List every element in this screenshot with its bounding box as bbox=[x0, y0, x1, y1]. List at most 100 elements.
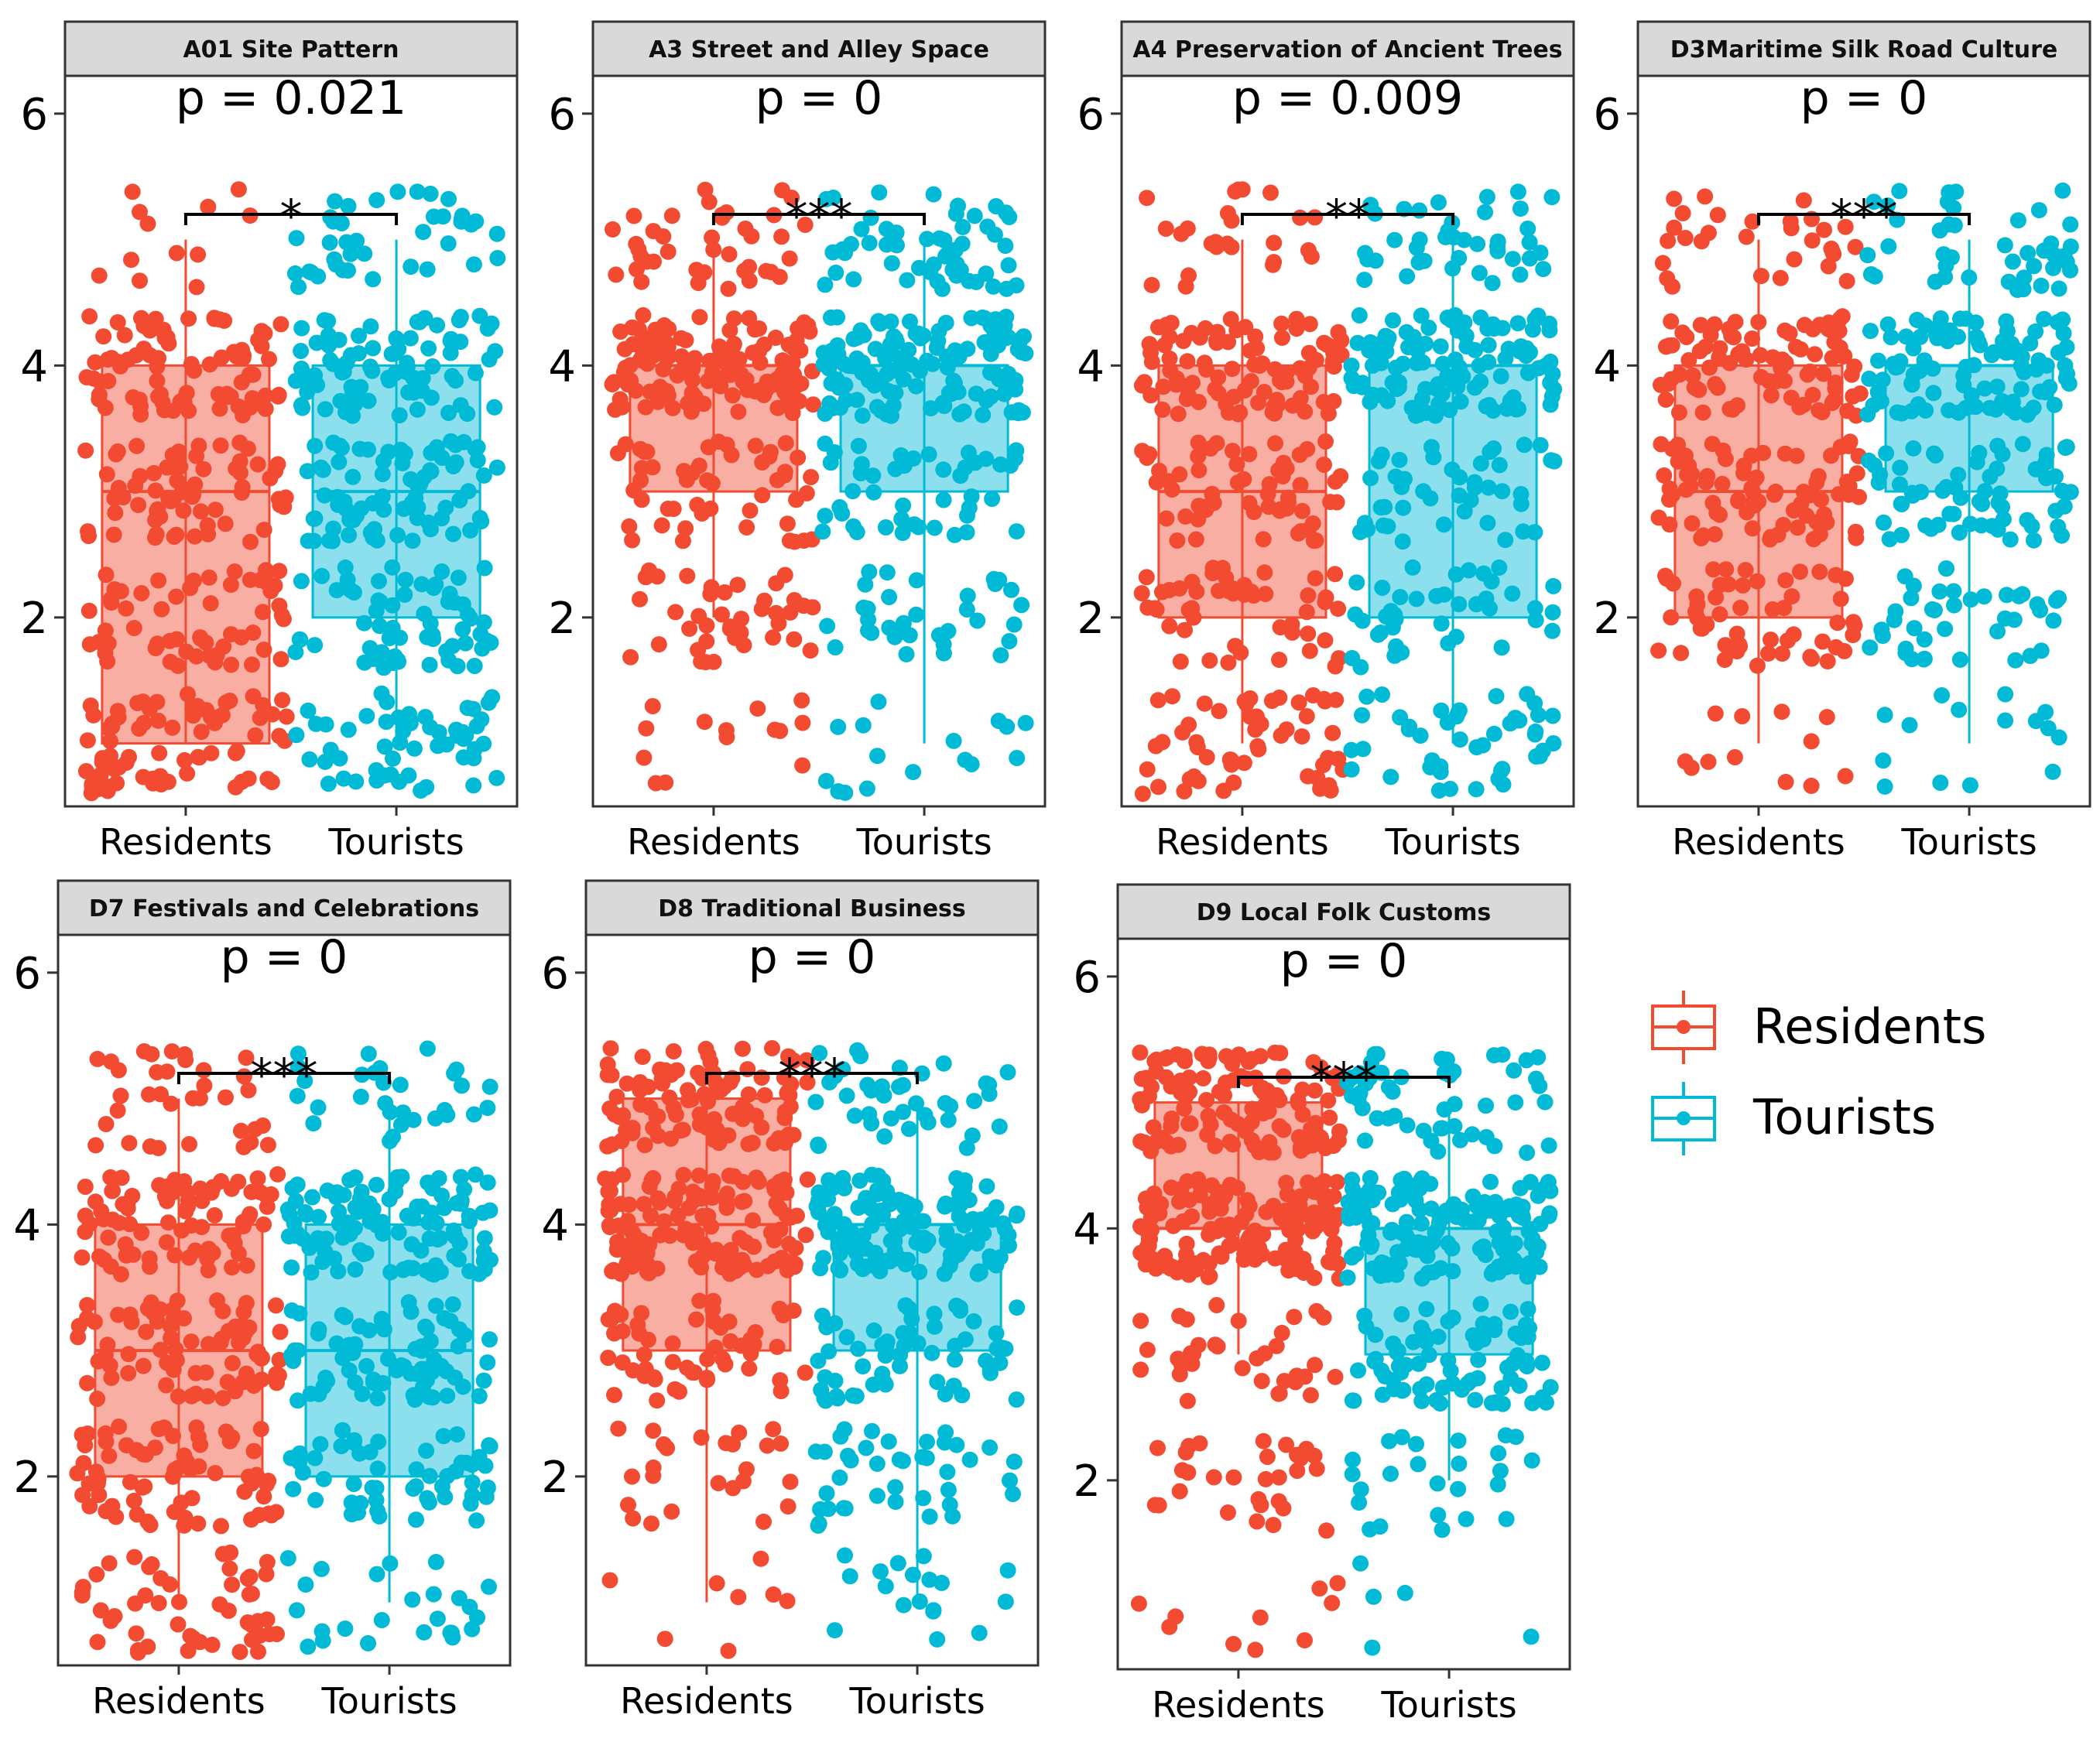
data-point bbox=[1364, 1639, 1381, 1656]
data-point bbox=[610, 1420, 627, 1437]
data-point bbox=[1989, 437, 2006, 454]
data-point bbox=[1666, 219, 1683, 236]
data-point bbox=[656, 1436, 672, 1453]
data-point bbox=[1443, 312, 1460, 329]
data-point bbox=[1295, 1251, 1312, 1268]
data-point bbox=[385, 750, 401, 767]
data-point bbox=[643, 1515, 659, 1532]
data-point bbox=[1343, 761, 1360, 778]
data-point bbox=[1434, 1521, 1451, 1538]
data-point bbox=[622, 649, 639, 666]
data-point bbox=[1468, 739, 1485, 756]
data-point bbox=[850, 437, 867, 454]
data-point bbox=[1497, 1427, 1514, 1444]
data-point bbox=[166, 1247, 183, 1264]
data-point bbox=[1261, 1134, 1278, 1151]
data-point bbox=[360, 392, 377, 409]
p-value-label: p = 0.009 bbox=[1232, 71, 1463, 125]
data-point bbox=[1709, 207, 1726, 224]
data-point bbox=[649, 1392, 666, 1409]
data-point bbox=[348, 392, 365, 409]
data-point bbox=[380, 443, 397, 460]
data-point bbox=[1213, 1217, 1230, 1234]
data-point bbox=[1536, 1093, 1554, 1111]
data-point bbox=[1469, 235, 1486, 252]
data-point bbox=[255, 604, 271, 621]
data-point bbox=[1139, 190, 1156, 207]
data-point bbox=[1488, 688, 1505, 705]
data-point bbox=[129, 695, 146, 711]
data-point bbox=[448, 1426, 465, 1443]
data-point bbox=[1434, 355, 1451, 372]
data-point bbox=[724, 387, 741, 404]
data-point bbox=[1992, 485, 2009, 502]
data-point bbox=[1003, 581, 1019, 598]
legend-label-tourists: Tourists bbox=[1752, 1089, 1936, 1145]
data-point bbox=[415, 224, 432, 241]
points-tourists bbox=[807, 1042, 1026, 1648]
data-point bbox=[1287, 1232, 1304, 1248]
data-point bbox=[211, 400, 228, 417]
data-point bbox=[1197, 320, 1214, 337]
data-point bbox=[299, 463, 316, 480]
data-point bbox=[656, 1213, 673, 1230]
data-point bbox=[901, 1121, 917, 1138]
data-point bbox=[77, 442, 94, 459]
data-point bbox=[365, 1201, 382, 1218]
data-point bbox=[2019, 512, 2036, 529]
data-point bbox=[328, 582, 345, 599]
data-point bbox=[776, 566, 793, 584]
data-point bbox=[1177, 508, 1194, 525]
data-point bbox=[438, 736, 455, 753]
data-point bbox=[829, 309, 846, 326]
data-point bbox=[368, 192, 385, 209]
data-point bbox=[1730, 491, 1747, 508]
data-point bbox=[984, 491, 1001, 507]
data-point bbox=[858, 1439, 875, 1456]
data-point bbox=[1781, 325, 1798, 342]
data-point bbox=[369, 1460, 386, 1477]
data-point bbox=[322, 209, 339, 226]
data-point bbox=[465, 256, 482, 273]
data-point bbox=[1845, 627, 1862, 644]
data-point bbox=[1543, 452, 1560, 469]
data-point bbox=[1306, 1204, 1323, 1221]
data-point bbox=[461, 1213, 478, 1230]
strip-header bbox=[1116, 883, 1571, 940]
data-point bbox=[126, 1549, 143, 1566]
data-point bbox=[2038, 447, 2055, 464]
data-point bbox=[330, 1263, 347, 1280]
x-tick-label-tourists: Tourists bbox=[320, 1680, 457, 1722]
data-point bbox=[624, 1124, 641, 1141]
data-point bbox=[1893, 496, 1910, 512]
data-point bbox=[488, 769, 505, 786]
data-point bbox=[1273, 1324, 1290, 1341]
data-point bbox=[1450, 1432, 1467, 1449]
data-point bbox=[644, 698, 661, 714]
data-point bbox=[460, 483, 477, 500]
data-point bbox=[351, 327, 367, 344]
data-point bbox=[454, 724, 471, 741]
data-point bbox=[602, 1040, 619, 1057]
data-point bbox=[679, 567, 696, 584]
data-point bbox=[1367, 1326, 1384, 1343]
data-point bbox=[929, 273, 946, 290]
data-point bbox=[488, 225, 505, 242]
y-tick-label: 6 bbox=[1077, 90, 1105, 140]
data-point bbox=[190, 246, 207, 263]
data-point bbox=[660, 320, 677, 337]
data-point bbox=[1185, 1254, 1202, 1271]
data-point bbox=[320, 775, 337, 792]
data-point bbox=[756, 1087, 773, 1104]
data-point bbox=[1487, 1394, 1504, 1411]
data-point bbox=[1767, 483, 1784, 500]
p-value-label: p = 0 bbox=[749, 930, 876, 984]
data-point bbox=[348, 232, 365, 249]
data-point bbox=[395, 723, 412, 740]
data-point bbox=[355, 1246, 372, 1262]
data-point bbox=[1157, 221, 1174, 237]
data-point bbox=[1447, 628, 1465, 645]
data-point bbox=[1737, 562, 1754, 579]
data-point bbox=[135, 341, 152, 358]
data-point bbox=[1905, 440, 1922, 457]
